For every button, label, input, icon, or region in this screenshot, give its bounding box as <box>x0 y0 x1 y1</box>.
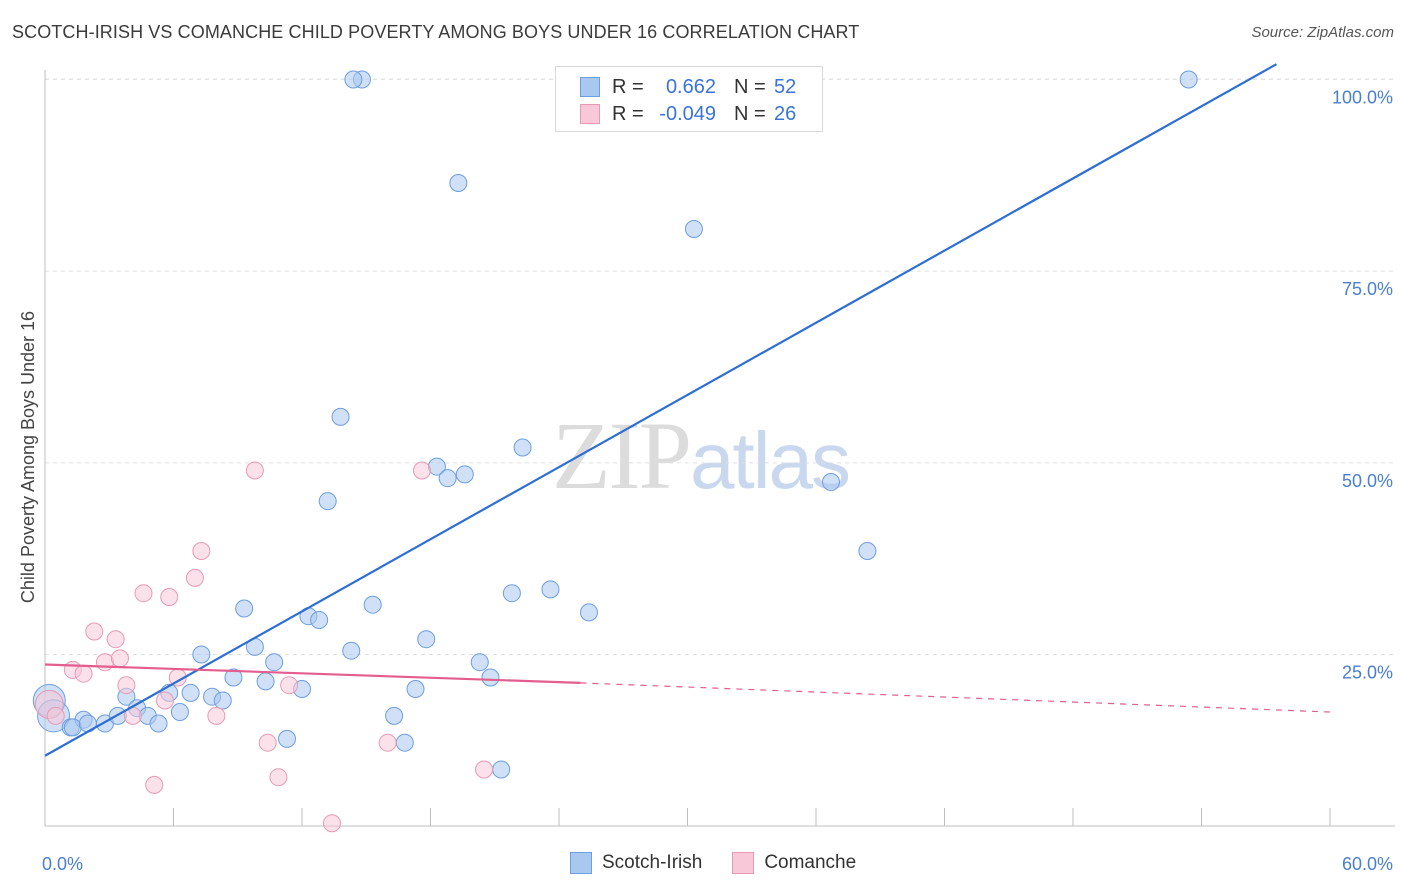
scotch-irish-point <box>342 641 361 660</box>
series-legend-label: Comanche <box>764 852 857 873</box>
scotch-irish-point <box>213 691 232 710</box>
scotch-irish-point <box>265 653 284 672</box>
scotch-irish-point <box>492 760 511 779</box>
scotch-irish-point <box>318 492 337 511</box>
comanche-point <box>117 676 136 695</box>
comanche-point <box>106 630 125 649</box>
comanche-point <box>74 664 93 683</box>
correlation-legend: R = 0.662 N = 52 R = -0.049 N = 26 <box>555 66 823 132</box>
series-legend-label: Scotch-Irish <box>602 852 703 873</box>
scotch-irish-point <box>149 714 168 733</box>
comanche-point <box>95 653 114 672</box>
scotch-irish-point <box>170 703 189 722</box>
scotch-irish-point <box>449 174 468 193</box>
scotch-irish-point <box>541 580 560 599</box>
scotch-irish-point <box>385 706 404 725</box>
legend-r-value: -0.049 <box>659 102 716 125</box>
legend-swatch-comanche <box>580 104 600 124</box>
scotch-irish-point <box>417 630 436 649</box>
scotch-irish-point <box>502 584 521 603</box>
comanche-point <box>378 733 397 752</box>
scotch-irish-point <box>224 668 243 687</box>
legend-n-label: N = <box>734 102 766 125</box>
watermark: ZIPatlas <box>552 400 851 511</box>
comanche-point <box>160 588 179 607</box>
comanche-point <box>185 568 204 587</box>
watermark-zip: ZIP <box>552 402 692 509</box>
scotch-irish-point <box>395 733 414 752</box>
comanche-point <box>145 775 164 794</box>
comanche-point <box>322 814 341 833</box>
scotch-irish-point <box>256 672 275 691</box>
x-tick-label: 0.0% <box>42 854 83 874</box>
legend-n-value: 26 <box>774 102 797 125</box>
scotch-irish-point <box>455 465 474 484</box>
y-tick-label: 100.0% <box>1332 88 1393 108</box>
legend-r-label: R = <box>612 102 644 125</box>
x-tick-label: 60.0% <box>1342 854 1393 874</box>
series-legend-comanche[interactable]: Comanche <box>732 852 856 874</box>
scotch-irish-point <box>579 603 598 622</box>
scotch-irish-point <box>344 70 363 89</box>
series-swatch-comanche <box>732 852 755 874</box>
y-tick-label: 50.0% <box>1342 471 1393 491</box>
legend-r-value: 0.662 <box>665 75 716 98</box>
comanche-point <box>475 760 494 779</box>
scotch-irish-point <box>331 407 350 426</box>
comanche-trendline <box>44 663 581 684</box>
comanche-point <box>258 733 277 752</box>
comanche-point <box>134 584 153 603</box>
comanche-point <box>85 622 104 641</box>
legend-n-label: N = <box>734 75 766 98</box>
y-axis-label: Child Poverty Among Boys Under 16 <box>18 311 38 603</box>
legend-row-scotch-irish: R = 0.662 N = 52 <box>580 75 796 99</box>
comanche-point <box>412 461 431 480</box>
source-label: Source: ZipAtlas.com <box>1251 24 1394 41</box>
scotch-irish-point <box>1179 70 1198 89</box>
scotch-irish-point <box>481 668 500 687</box>
series-legend-scotch-irish[interactable]: Scotch-Irish <box>570 852 702 874</box>
comanche-point <box>269 768 288 787</box>
legend-row-comanche: R = -0.049 N = 26 <box>580 102 796 126</box>
scotch-irish-point <box>438 469 457 488</box>
scotch-irish-point <box>858 542 877 561</box>
legend-r-label: R = <box>612 75 644 98</box>
comanche-trendline-extension <box>580 682 1331 713</box>
comanche-point <box>192 542 211 561</box>
scotch-irish-point <box>235 599 254 618</box>
scotch-irish-point <box>684 220 703 239</box>
legend-swatch-scotch-irish <box>580 77 600 97</box>
comanche-point <box>155 691 174 710</box>
scotch-irish-trendline <box>44 63 1277 757</box>
scotch-irish-point <box>513 438 532 457</box>
scotch-irish-point <box>192 645 211 664</box>
scotch-irish-point <box>406 680 425 699</box>
watermark-atlas: atlas <box>690 416 851 505</box>
comanche-point <box>46 706 65 725</box>
comanche-point <box>245 461 264 480</box>
scotch-irish-point <box>363 595 382 614</box>
scotch-irish-point <box>63 718 82 737</box>
scotch-irish-point <box>278 729 297 748</box>
series-swatch-scotch-irish <box>570 852 592 874</box>
legend-n-value: 52 <box>774 75 797 98</box>
comanche-point <box>110 649 129 668</box>
comanche-point <box>280 676 299 695</box>
chart-title: SCOTCH-IRISH VS COMANCHE CHILD POVERTY A… <box>12 22 860 42</box>
y-tick-label: 75.0% <box>1342 279 1393 299</box>
series-legend: Scotch-Irish Comanche <box>570 852 886 874</box>
scotch-irish-point <box>821 473 840 492</box>
y-tick-label: 25.0% <box>1342 663 1393 683</box>
scotch-irish-point <box>310 611 329 630</box>
comanche-point <box>207 706 226 725</box>
scotch-irish-point <box>181 683 200 702</box>
scotch-irish-point <box>470 653 489 672</box>
